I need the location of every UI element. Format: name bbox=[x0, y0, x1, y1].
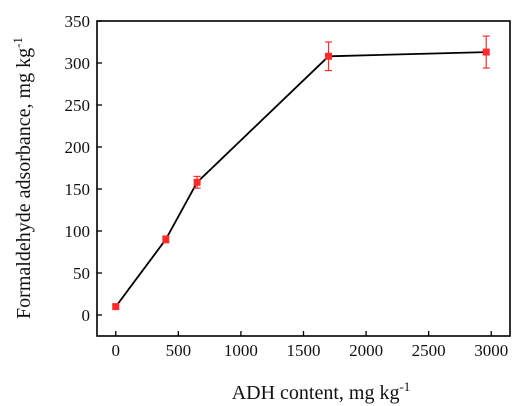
x-tick-label: 3000 bbox=[474, 341, 508, 360]
x-tick-label: 1500 bbox=[287, 341, 321, 360]
y-tick-label: 250 bbox=[65, 96, 91, 115]
y-tick-label: 200 bbox=[65, 138, 91, 157]
y-tick-label: 150 bbox=[65, 180, 91, 199]
x-tick-label: 2500 bbox=[412, 341, 446, 360]
x-tick-label: 2000 bbox=[349, 341, 383, 360]
x-tick-label: 1000 bbox=[224, 341, 258, 360]
y-axis-title: Formaldehyde adsorbance, mg kg-1 bbox=[10, 37, 35, 319]
y-tick-label: 100 bbox=[65, 222, 91, 241]
data-point bbox=[482, 48, 490, 56]
x-axis: 0 500 1000 1500 2000 2500 3000 bbox=[112, 331, 508, 360]
x-tick-label: 0 bbox=[112, 341, 121, 360]
y-tick-label: 300 bbox=[65, 54, 91, 73]
y-tick-label: 350 bbox=[65, 12, 91, 31]
x-axis-title: ADH content, mg kg-1 bbox=[232, 379, 411, 404]
y-axis: 0 50 100 150 200 250 300 350 bbox=[65, 12, 102, 325]
data-point bbox=[112, 303, 120, 311]
series-line bbox=[115, 51, 487, 308]
data-point bbox=[193, 178, 201, 186]
plot-frame bbox=[96, 20, 511, 337]
x-tick-label: 500 bbox=[166, 341, 192, 360]
y-tick-label: 50 bbox=[73, 264, 90, 283]
y-tick-label: 0 bbox=[82, 306, 91, 325]
data-point bbox=[325, 52, 333, 60]
data-point bbox=[162, 235, 170, 243]
series-layer bbox=[112, 35, 490, 311]
